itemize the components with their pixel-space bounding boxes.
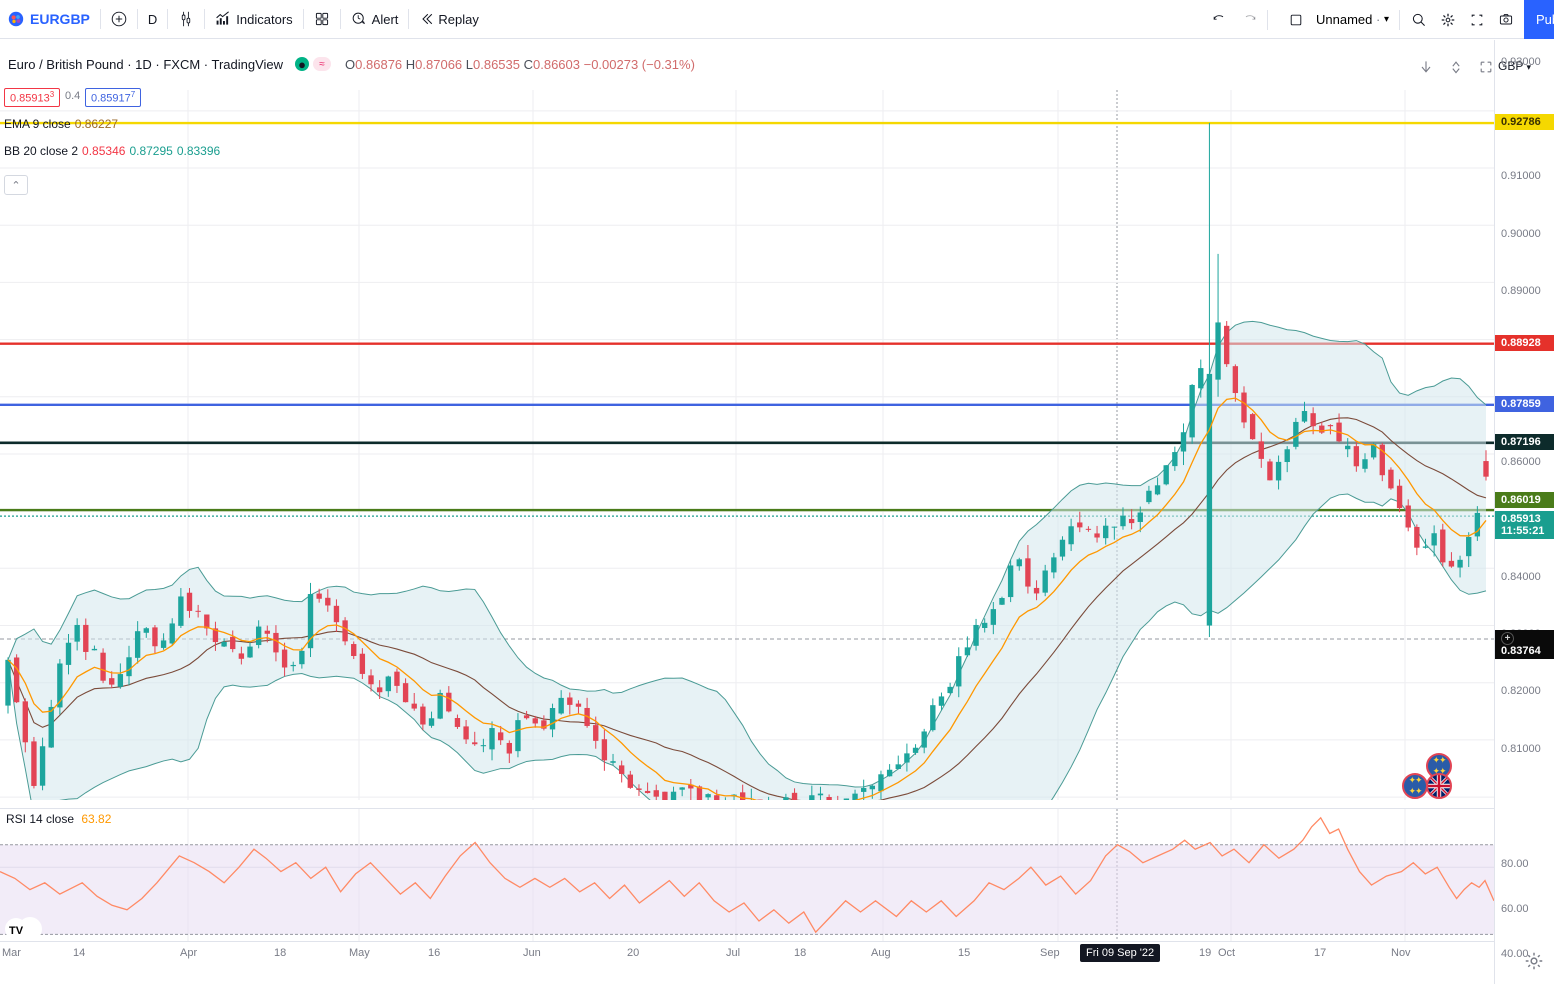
svg-text:TV: TV	[9, 925, 24, 937]
